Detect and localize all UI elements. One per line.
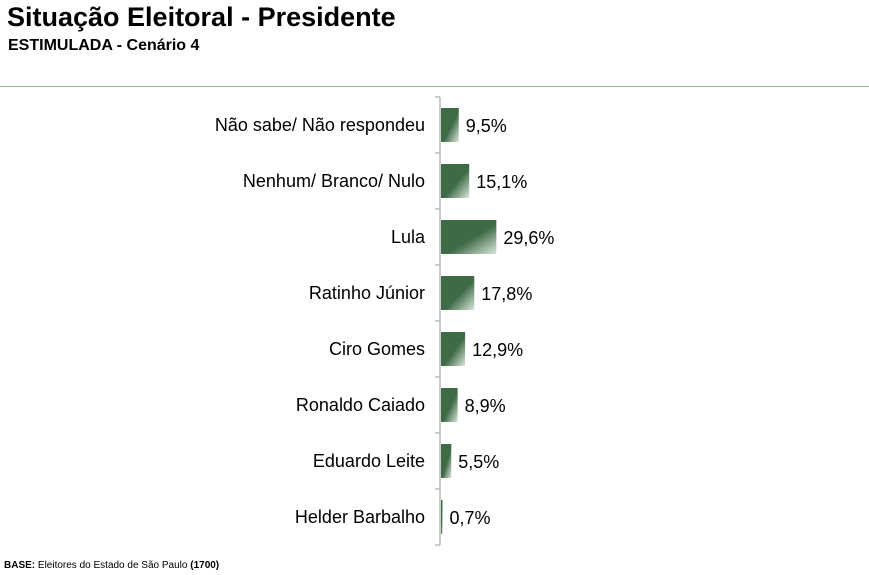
chart-value-label: 5,5%	[458, 452, 499, 472]
base-text: Eleitores do Estado de São Paulo	[35, 560, 191, 571]
chart-category-label: Eduardo Leite	[313, 451, 425, 471]
chart-bar	[441, 388, 458, 422]
chart-category-label: Ciro Gomes	[329, 339, 425, 359]
chart-category-label: Ronaldo Caiado	[296, 395, 425, 415]
base-label: BASE:	[4, 560, 36, 571]
page-title: Situação Eleitoral - Presidente	[7, 2, 396, 32]
chart-bar	[441, 500, 443, 534]
chart-category-label: Nenhum/ Branco/ Nulo	[243, 171, 425, 191]
chart-bar	[441, 108, 459, 142]
base-count: (1700)	[190, 560, 220, 571]
header-divider	[0, 86, 869, 87]
chart-value-label: 15,1%	[476, 172, 527, 192]
chart-value-label: 12,9%	[472, 340, 523, 360]
chart-value-label: 9,5%	[466, 116, 507, 136]
chart-bar	[441, 220, 497, 254]
chart-category-label: Ratinho Júnior	[309, 283, 425, 303]
chart-category-label: Lula	[391, 227, 426, 247]
chart-category-label: Helder Barbalho	[295, 507, 425, 527]
chart-bar	[441, 444, 452, 478]
chart-bar	[441, 332, 466, 366]
chart-value-label: 29,6%	[503, 228, 554, 248]
page-subtitle: ESTIMULADA - Cenário 4	[8, 37, 200, 54]
chart-category-label: Não sabe/ Não respondeu	[215, 115, 425, 135]
base-note: BASE: Eleitores do Estado de São Paulo (…	[4, 560, 219, 571]
chart-bar	[441, 276, 475, 310]
chart-value-label: 0,7%	[450, 508, 491, 528]
chart-value-label: 17,8%	[481, 284, 532, 304]
bar-chart: Não sabe/ Não respondeu Nenhum/ Branco/ N…	[215, 96, 554, 546]
chart-value-label: 8,9%	[465, 396, 506, 416]
chart-bar	[441, 164, 470, 198]
